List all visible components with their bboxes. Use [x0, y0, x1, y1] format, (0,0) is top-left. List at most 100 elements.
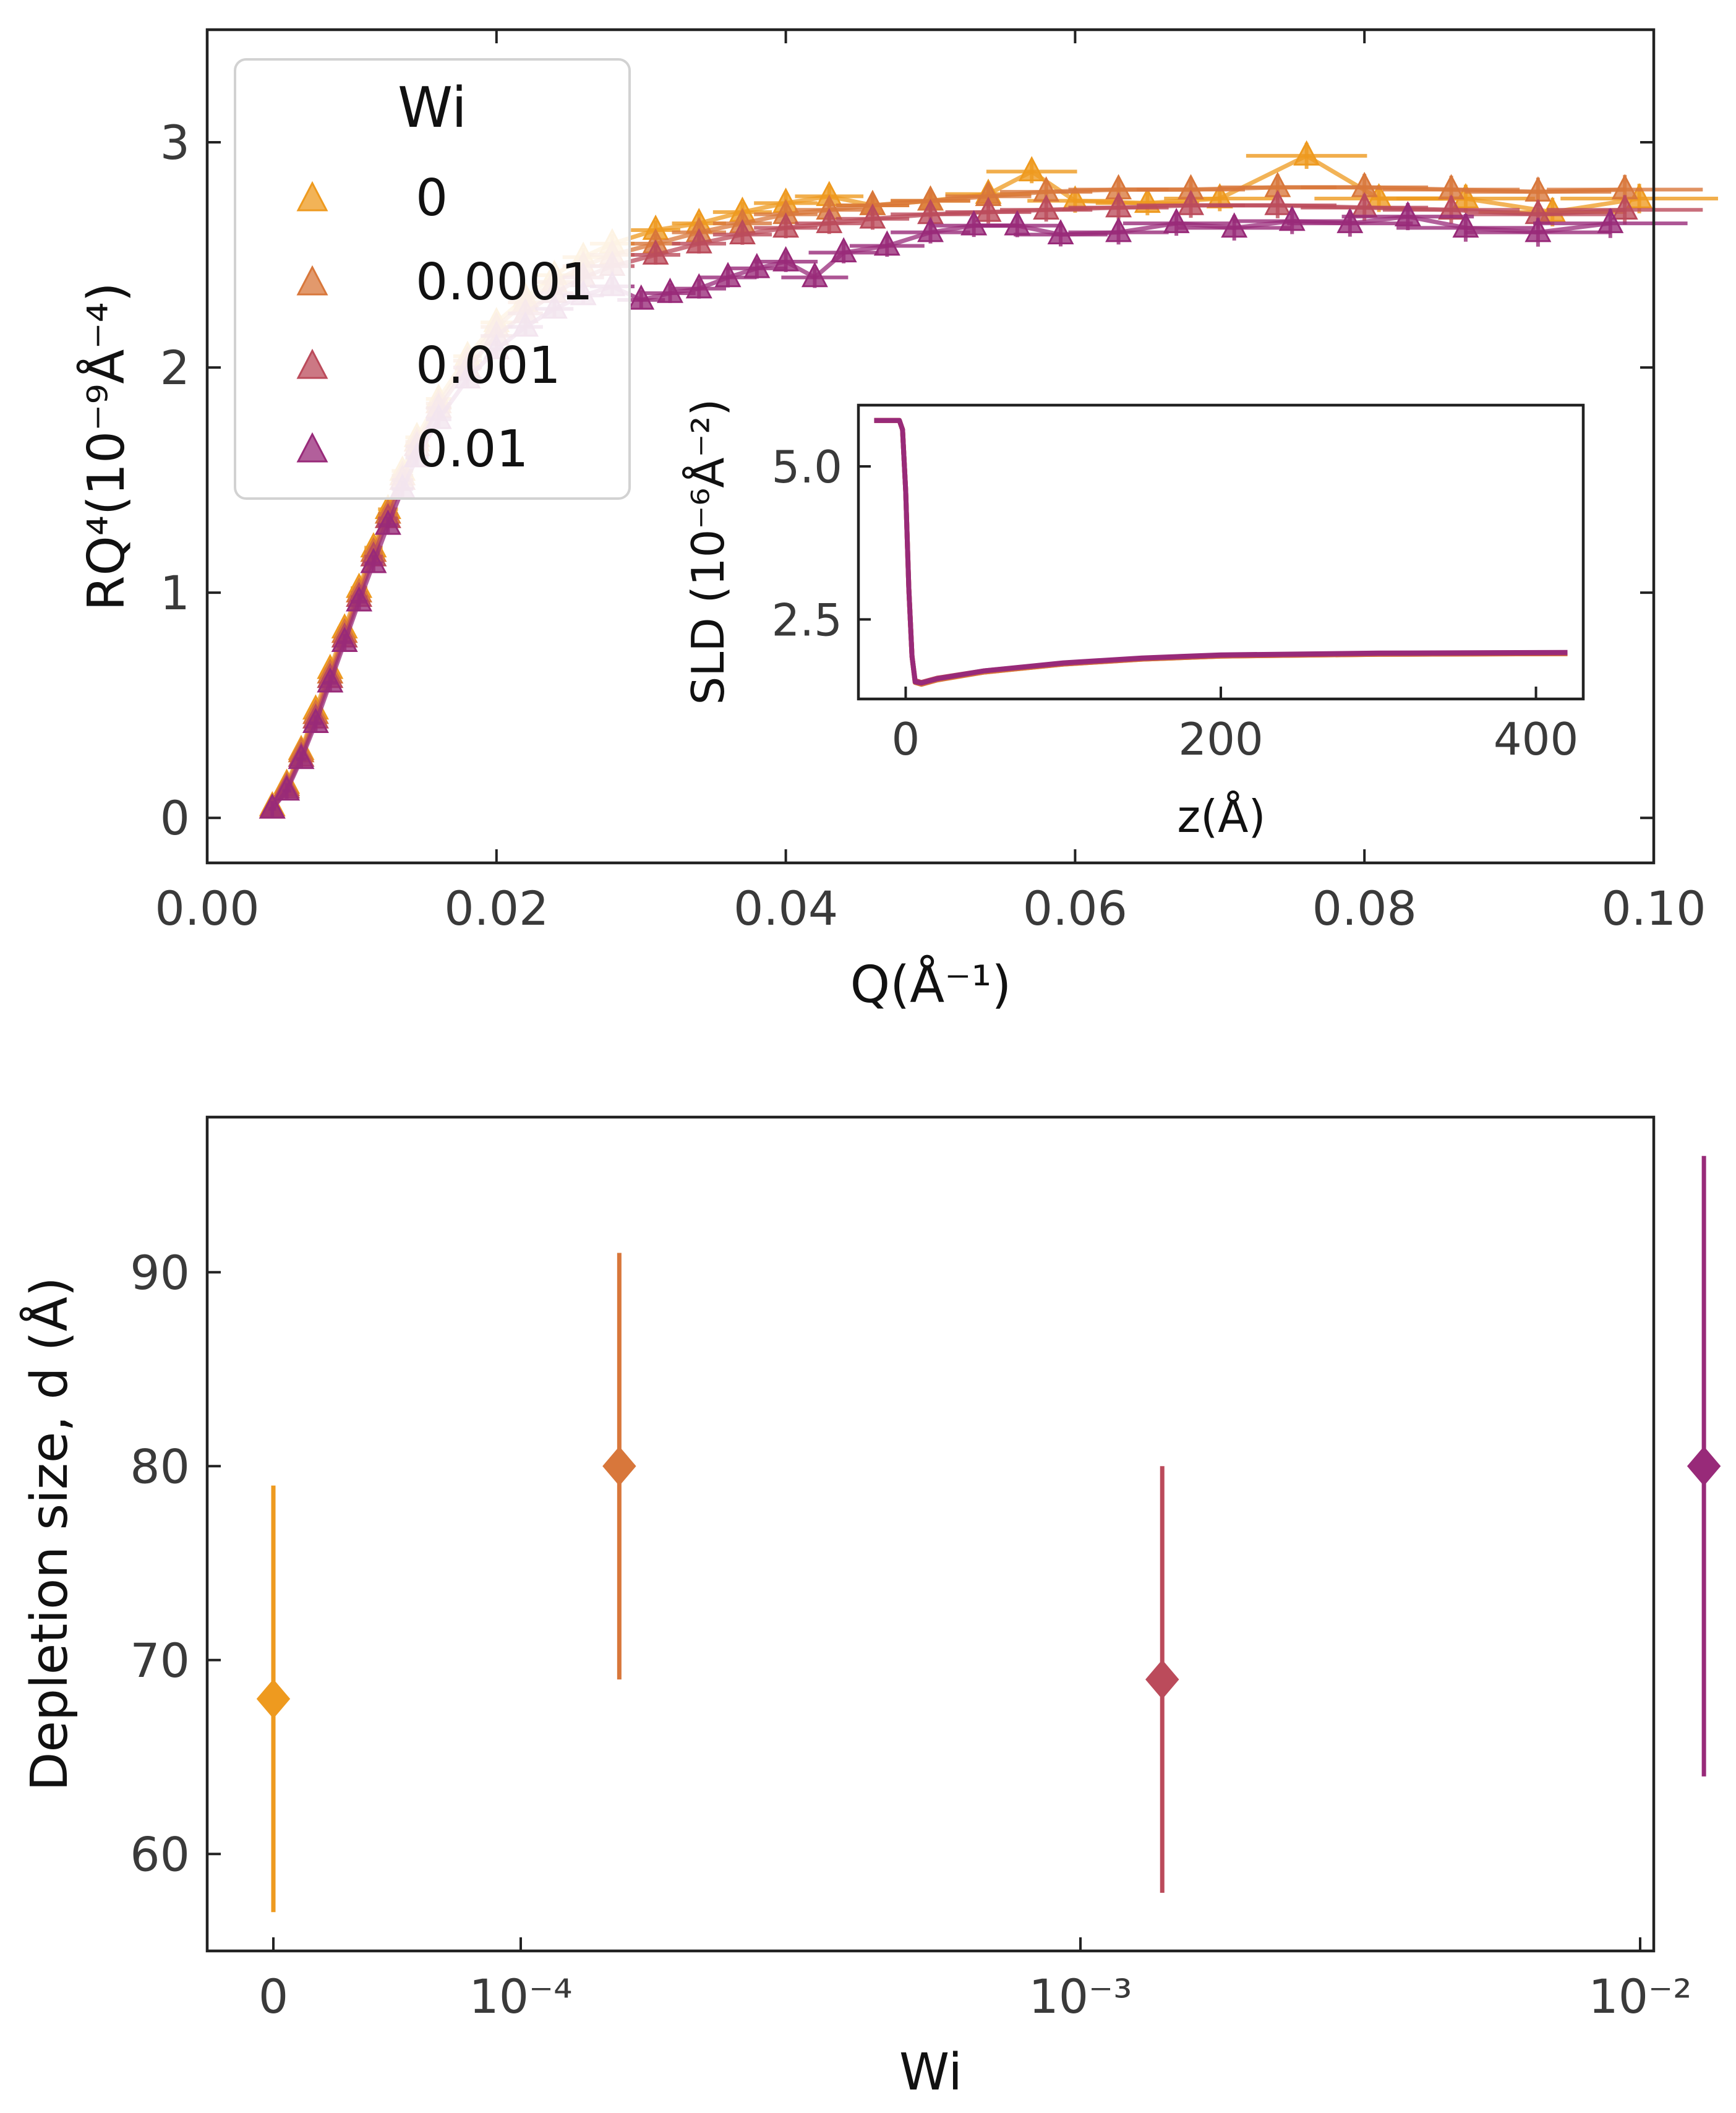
inset-x-tick-label: 200 — [1178, 713, 1263, 765]
data-point-triangle — [801, 262, 828, 288]
data-point-triangle — [346, 586, 373, 612]
data-point-triangle — [374, 509, 401, 535]
depletion-diamond-marker — [602, 1446, 636, 1486]
y-tick-label: 3 — [160, 115, 190, 170]
depletion-diamond-marker — [1145, 1660, 1179, 1700]
inset-background — [858, 405, 1583, 699]
inset-x-tick-label: 400 — [1494, 713, 1578, 765]
data-point-triangle — [1018, 156, 1045, 182]
legend-label-wi-0.01: 0.01 — [416, 420, 529, 479]
data-point-triangle — [317, 667, 344, 693]
data-point-triangle — [1033, 194, 1060, 220]
data-point-triangle — [743, 252, 771, 278]
data-point-triangle — [1524, 216, 1552, 242]
data-point-triangle — [259, 793, 286, 819]
inset-data-layer — [874, 418, 1568, 687]
depletion-x-tick-label: 10⁻⁴ — [469, 1969, 572, 2024]
data-point-triangle — [975, 196, 1002, 222]
inset-y-tick-label: 2.5 — [771, 594, 842, 646]
data-point-triangle — [859, 203, 886, 229]
data-point-triangle — [830, 237, 857, 263]
data-point-triangle — [1336, 208, 1364, 233]
data-point-triangle — [1264, 189, 1291, 215]
data-point-triangle — [1438, 194, 1465, 220]
data-point-triangle — [360, 547, 387, 573]
data-point-triangle — [642, 239, 669, 265]
data-point-triangle — [331, 627, 358, 652]
legend-marker-wi-0 — [296, 181, 328, 212]
depletion-diamond-marker — [256, 1679, 291, 1719]
inset-line-wi-0.01 — [874, 418, 1568, 686]
reflectivity-x-axis-label: Q(Å⁻¹) — [850, 955, 1012, 1014]
data-point-triangle — [714, 262, 742, 288]
x-tick-label: 0.00 — [155, 881, 259, 936]
reflectivity-panel: 0.00 0.02 0.04 0.06 0.08 0.10 0 1 2 3 Q(Å⁻¹) RQ⁴(… — [77, 28, 1718, 1014]
depletion-point-2 — [1145, 1466, 1179, 1893]
depletion-y-tick-label: 70 — [130, 1633, 190, 1688]
x-tick-label: 0.04 — [733, 881, 838, 936]
data-point-triangle — [960, 210, 988, 236]
reflectivity-plot-frame — [205, 28, 1656, 865]
legend-label-wi-0: 0 — [416, 169, 448, 228]
y-tick-label: 1 — [160, 565, 190, 620]
x-tick-label: 0.02 — [444, 881, 549, 936]
data-point-triangle — [1178, 189, 1205, 215]
series-line-wi-0.01 — [270, 214, 1611, 810]
data-point-triangle — [917, 216, 944, 242]
data-point-triangle — [628, 284, 655, 310]
data-point-triangle — [1394, 201, 1421, 226]
legend-marker-wi-0.01 — [296, 432, 328, 463]
inset-x-tick-label: 0 — [892, 713, 920, 765]
depletion-tick-layer: 0 10⁻⁴ 10⁻³ 10⁻² 60 70 80 90 — [130, 1245, 1691, 2024]
depletion-y-tick-label: 60 — [130, 1827, 190, 1882]
depletion-diamond-marker — [1687, 1446, 1721, 1486]
data-point-triangle — [1105, 216, 1132, 242]
data-point-triangle — [302, 708, 329, 734]
data-point-triangle — [685, 228, 712, 254]
data-point-triangle — [685, 273, 712, 299]
data-point-triangle — [873, 230, 900, 256]
data-point-triangle — [656, 277, 683, 303]
depletion-point-0 — [256, 1485, 291, 1913]
legend-marker-wi-0.001 — [296, 348, 328, 379]
data-point-triangle — [772, 246, 800, 272]
depletion-x-tick-label: 10⁻³ — [1028, 1969, 1132, 2024]
depletion-x-axis-label: Wi — [899, 2043, 962, 2102]
data-point-triangle — [729, 219, 756, 245]
data-point-triangle — [1221, 212, 1248, 238]
x-tick-label: 0.06 — [1023, 881, 1127, 936]
x-tick-label: 0.08 — [1312, 881, 1417, 936]
data-point-triangle — [1611, 194, 1638, 220]
depletion-x-tick-label: 0 — [259, 1969, 288, 2024]
depletion-panel: 0 10⁻⁴ 10⁻³ 10⁻² 60 70 80 90 Wi Depletion size,… — [20, 1115, 1721, 2102]
depletion-y-axis-label: Depletion size, d (Å) — [20, 1277, 79, 1791]
reflectivity-data-layer — [259, 140, 1718, 819]
y-tick-label: 2 — [160, 340, 190, 395]
data-point-triangle — [816, 208, 843, 233]
data-point-triangle — [273, 775, 301, 801]
inset-x-axis-label: z(Å) — [1177, 791, 1265, 842]
depletion-point-1 — [602, 1253, 636, 1680]
data-point-triangle — [288, 744, 315, 769]
depletion-point-3 — [1687, 1155, 1721, 1777]
legend-title: Wi — [398, 75, 467, 140]
sld-inset: 0 200 400 2.5 5.0 z(Å) SLD (10⁻⁶Å⁻²) — [682, 399, 1585, 842]
depletion-x-tick-label: 10⁻² — [1588, 1969, 1691, 2024]
legend-label-wi-0.001: 0.001 — [416, 336, 561, 395]
depletion-y-tick-label: 80 — [130, 1439, 190, 1494]
data-point-triangle — [772, 212, 800, 238]
data-point-triangle — [1047, 219, 1074, 245]
data-point-triangle — [1105, 192, 1132, 218]
inset-tick-layer: 0 200 400 2.5 5.0 — [771, 441, 1578, 765]
data-point-triangle — [1597, 208, 1624, 233]
x-tick-label: 0.10 — [1601, 881, 1706, 936]
reflectivity-legend: Wi 0 0.0001 0.001 0.01 — [234, 58, 631, 500]
y-tick-label: 0 — [160, 791, 190, 846]
legend-box — [234, 58, 631, 500]
legend-label-wi-0.0001: 0.0001 — [416, 253, 593, 312]
reflectivity-tick-layer: 0.00 0.02 0.04 0.06 0.08 0.10 0 1 2 3 — [155, 30, 1706, 936]
depletion-plot-frame — [205, 1115, 1656, 1953]
depletion-data-layer — [256, 1155, 1721, 1913]
inset-y-tick-label: 5.0 — [771, 441, 842, 493]
